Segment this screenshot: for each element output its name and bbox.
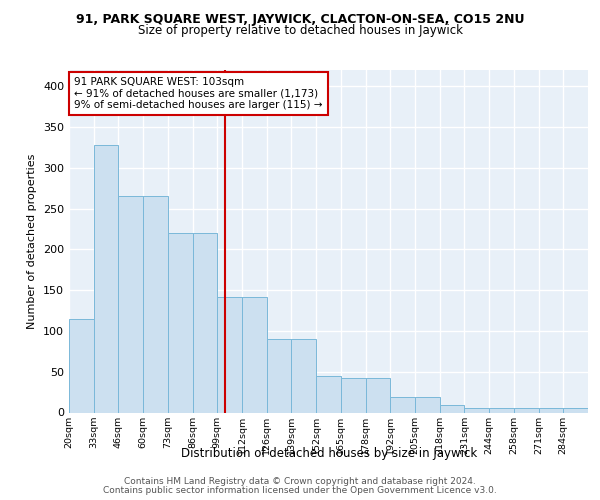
Bar (217, 296, 242, 412)
Text: Size of property relative to detached houses in Jaywick: Size of property relative to detached ho… (137, 24, 463, 37)
Bar (316, 376, 341, 412)
Bar (539, 408, 563, 412)
Text: Distribution of detached houses by size in Jaywick: Distribution of detached houses by size … (181, 448, 477, 460)
Text: Contains public sector information licensed under the Open Government Licence v3: Contains public sector information licen… (103, 486, 497, 495)
Bar (193, 233, 217, 412)
Text: Contains HM Land Registry data © Crown copyright and database right 2024.: Contains HM Land Registry data © Crown c… (124, 478, 476, 486)
Bar (292, 339, 316, 412)
Bar (563, 408, 588, 412)
Bar (267, 339, 292, 412)
Bar (464, 408, 489, 412)
Bar (94, 145, 118, 412)
Bar (514, 408, 539, 412)
Bar (242, 296, 267, 412)
Bar (440, 405, 464, 412)
Bar (69, 318, 94, 412)
Y-axis label: Number of detached properties: Number of detached properties (28, 154, 37, 329)
Text: 91, PARK SQUARE WEST, JAYWICK, CLACTON-ON-SEA, CO15 2NU: 91, PARK SQUARE WEST, JAYWICK, CLACTON-O… (76, 12, 524, 26)
Bar (365, 378, 390, 412)
Bar (390, 397, 415, 412)
Bar (118, 196, 143, 412)
Bar (341, 378, 365, 412)
Bar (415, 397, 440, 412)
Text: 91 PARK SQUARE WEST: 103sqm
← 91% of detached houses are smaller (1,173)
9% of s: 91 PARK SQUARE WEST: 103sqm ← 91% of det… (74, 77, 323, 110)
Bar (168, 233, 193, 412)
Bar (489, 408, 514, 412)
Bar (143, 196, 168, 412)
